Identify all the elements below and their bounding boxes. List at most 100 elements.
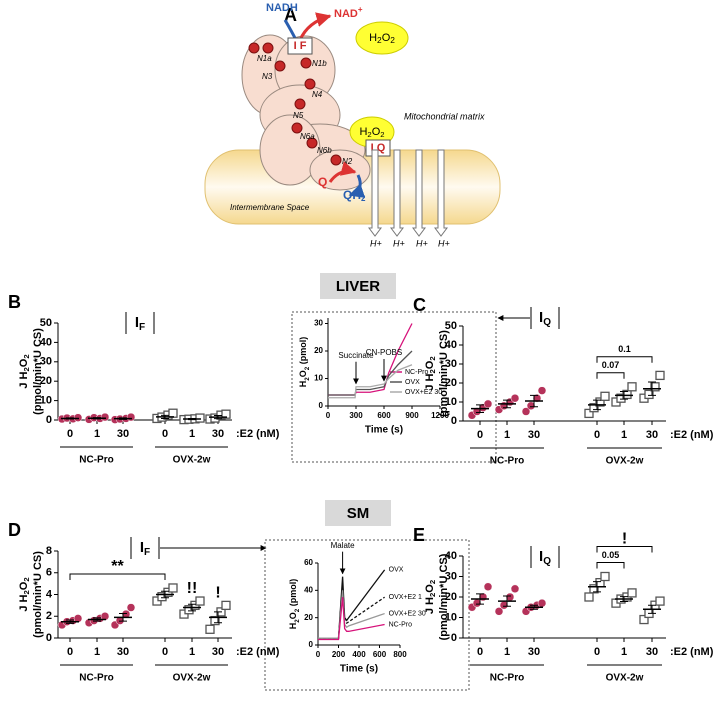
data-point [126,603,136,612]
error-bar [93,617,101,622]
data-point [168,408,178,418]
y-tick-label: 8 [46,545,52,557]
y-axis-label: J H2O2 [424,356,437,390]
y-tick-label: 0 [451,415,457,427]
error-bar [161,590,169,599]
data-point [627,382,637,392]
nad-text: NAD [334,8,358,20]
legend-label: OVX+E2 30 [389,610,426,617]
error-bar [503,595,511,607]
error-bar [620,596,628,603]
significance-label: 0.1 [618,344,631,354]
data-point [584,408,594,419]
subscript: 2 [294,608,301,612]
subscript: 2 [294,619,301,623]
panel-title: IF [140,539,150,558]
subscript: 2 [22,590,31,594]
y-tick-label: 0 [309,640,314,649]
series-line [328,364,413,399]
error-bar [648,604,656,614]
subscript: 2 [22,354,31,358]
error-bar [620,391,628,400]
legend-label: NC-Pro [389,621,412,628]
data-point [483,399,493,409]
data-point [650,382,660,392]
y-tick-label: 0 [46,632,52,644]
error-bar [476,593,484,605]
group-label: OVX-2w [606,673,644,684]
x-tick-label: 300 [349,411,363,420]
data-point [639,614,649,625]
data-point [521,407,531,416]
subscript: 2 [428,369,437,373]
y-axis-unit: (pmol/min*U CS) [32,328,44,415]
y-axis-unit: (pmol/min*U CS) [32,551,44,638]
x-tick-label: 0 [67,646,73,658]
data-point [494,607,504,616]
section-box [320,273,396,299]
subscript: 2 [428,580,437,584]
error-bar [214,611,222,624]
inset-frame [291,311,497,463]
y-tick-label: 20 [445,591,457,603]
group-label: NC-Pro [79,673,113,684]
x-tick-label: 0 [594,646,600,658]
data-point [168,583,178,593]
section-title: LIVER [336,278,380,295]
legend-label: NC-Pro [405,369,428,376]
error-bar [188,603,196,612]
x-tick-label: 1 [94,428,100,440]
x-suffix: :E2 (nM) [670,429,713,441]
y-tick-label: 0 [46,414,52,426]
group-label: OVX-2w [173,455,211,466]
x-tick-label: 400 [352,650,366,659]
error-bar [66,619,74,624]
x-suffix: :E2 (nM) [236,646,280,658]
subscript: 2 [390,35,395,45]
data-point [655,370,665,381]
title-main: I [135,314,139,331]
nad-label: NAD+ [334,5,363,20]
y-tick-label: 40 [445,339,457,351]
legend-label: OVX+E2 1 [389,594,422,601]
annotation-label: Malate [331,541,356,550]
ros-label: H2O2 [369,32,395,45]
y-tick-label: 40 [304,585,313,594]
x-tick-label: 0 [162,428,168,440]
subscript: 2 [304,366,311,370]
data-point [483,582,493,591]
y-tick-label: 10 [445,611,457,623]
significance-label: ! [215,585,220,602]
subscript: 2 [367,130,371,139]
x-tick-label: 30 [528,429,540,441]
x-tick-label: 1 [189,646,195,658]
y-axis-label: J H2O2 [18,354,31,388]
significance-label: 0.07 [602,360,620,370]
x-tick-label: 30 [646,429,658,441]
x-tick-label: 1 [189,428,195,440]
subscript: 2 [22,367,31,371]
qh2-sub: 2 [361,194,366,203]
x-tick-label: 1 [621,646,627,658]
text-part: O [424,584,436,593]
x-tick-label: 0 [67,428,73,440]
site-label: I F [294,40,307,52]
error-bar [119,417,127,420]
y-axis-label: H2O2 (pmol) [298,337,310,388]
site-box [287,37,313,55]
series-line [318,583,385,639]
title-sub: F [139,322,145,333]
error-bar [161,414,169,419]
nad-sup: + [358,5,363,14]
legend-label: OVX [405,379,420,386]
y-axis-unit: (pmol/min*U CS) [438,330,450,417]
data-point [600,391,610,401]
text-part: O [18,581,30,590]
x-tick-label: 0 [477,646,483,658]
data-point [195,413,205,423]
diagram: A N1a N3 N1b N4 N5 N6a N6b N2 NADH NAD+ … [204,2,501,248]
cluster-label: N6a [300,132,315,141]
group-label: NC-Pro [79,455,113,466]
qh2-text: QH [343,188,361,202]
